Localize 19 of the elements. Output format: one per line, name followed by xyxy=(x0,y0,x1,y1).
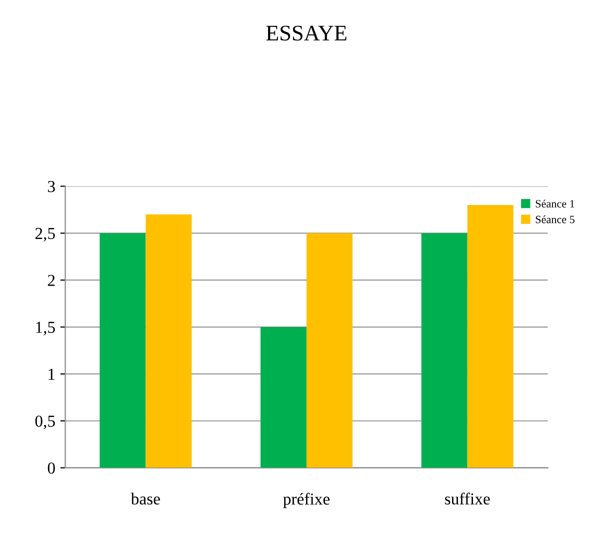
bar xyxy=(467,205,514,468)
x-tick-label: préfixe xyxy=(283,492,330,508)
y-tick-label: 0 xyxy=(48,462,55,474)
bar xyxy=(306,233,353,468)
y-tick-label: 1,5 xyxy=(36,322,55,336)
bar xyxy=(146,214,192,468)
x-tick-label: suffixe xyxy=(445,492,490,505)
y-tick-label: 0,5 xyxy=(35,416,55,430)
legend-label: Séance 1 xyxy=(536,200,574,208)
y-tick-label: 1 xyxy=(48,368,55,380)
y-tick-label: 2 xyxy=(48,274,55,286)
bar xyxy=(260,327,307,468)
y-tick-label: 2,5 xyxy=(35,228,55,242)
bar xyxy=(100,233,146,468)
bar xyxy=(421,233,468,468)
y-tick-label: 3 xyxy=(48,180,55,192)
x-tick-label: base xyxy=(130,492,160,505)
chart-title: ESSAYE xyxy=(266,26,346,41)
legend-label: Séance 5 xyxy=(536,215,574,224)
